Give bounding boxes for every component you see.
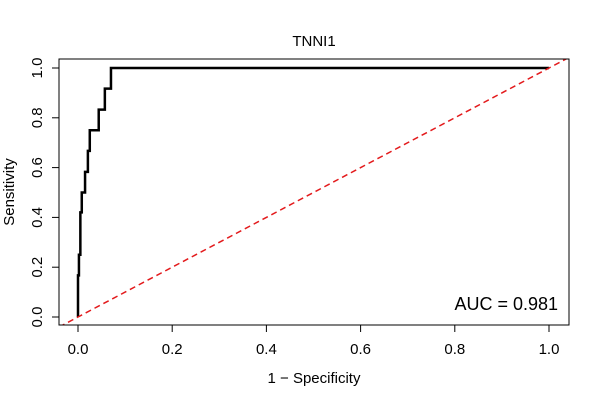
x-tick-label: 0.4	[256, 341, 277, 358]
series-layer	[61, 59, 568, 325]
y-tick-label: 0.2	[29, 257, 46, 278]
chart-title: TNNI1	[292, 33, 335, 50]
y-tick-label: 0.6	[29, 157, 46, 178]
x-tick-label: 0.2	[162, 341, 183, 358]
diagonal-reference-line	[61, 59, 568, 325]
y-tick-label: 0.0	[29, 307, 46, 328]
x-axis-label: 1 − Specificity	[268, 370, 361, 387]
x-tick-label: 0.6	[350, 341, 371, 358]
roc-curve	[76, 66, 549, 317]
x-tick-label: 0.8	[444, 341, 465, 358]
y-axis-label: Sensitivity	[1, 158, 18, 226]
x-tick-label: 1.0	[539, 341, 560, 358]
y-tick-label: 0.8	[29, 107, 46, 128]
auc-annotation: AUC = 0.981	[454, 294, 558, 314]
plot-frame	[58, 58, 570, 326]
x-tick-label: 0.0	[68, 341, 89, 358]
y-tick-label: 1.0	[29, 58, 46, 79]
y-tick-label: 0.4	[29, 207, 46, 228]
